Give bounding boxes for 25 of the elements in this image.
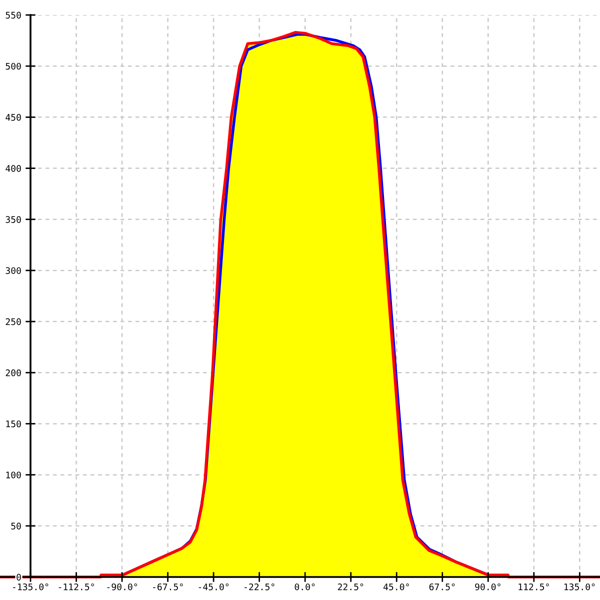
- x-tick-label: 67.5°: [429, 583, 455, 590]
- y-tick-label: 0: [16, 574, 21, 581]
- y-tick-label: 250: [6, 318, 21, 326]
- x-tick-label: -45.0°: [198, 583, 229, 590]
- y-tick-label: 150: [6, 420, 21, 428]
- x-tick-label: 112.5°: [518, 583, 549, 590]
- x-tick-label: -67.5°: [153, 583, 183, 590]
- x-tick-label: -135.0°: [13, 583, 48, 590]
- y-tick-label: 550: [6, 12, 21, 19]
- x-tick-label: 135.0°: [564, 583, 595, 590]
- x-tick-label: -22.5°: [244, 583, 274, 590]
- y-tick-label: 100: [6, 472, 21, 478]
- x-tick-label: 90.0°: [475, 583, 500, 590]
- x-tick-label: -90.0°: [107, 583, 138, 590]
- x-tick-label: 22.5°: [338, 583, 364, 590]
- y-tick-label: 50: [11, 522, 21, 530]
- x-tick-label: 45.0°: [383, 583, 409, 590]
- y-tick-label: 350: [6, 216, 21, 223]
- y-tick-label: 450: [6, 114, 21, 121]
- y-tick-label: 500: [6, 62, 21, 70]
- x-tick-label: 0.0°: [294, 583, 315, 590]
- y-tick-label: 300: [6, 267, 21, 274]
- y-tick-label: 200: [6, 369, 21, 376]
- y-tick-label: 400: [6, 165, 21, 172]
- x-tick-label: -112.5°: [58, 583, 94, 590]
